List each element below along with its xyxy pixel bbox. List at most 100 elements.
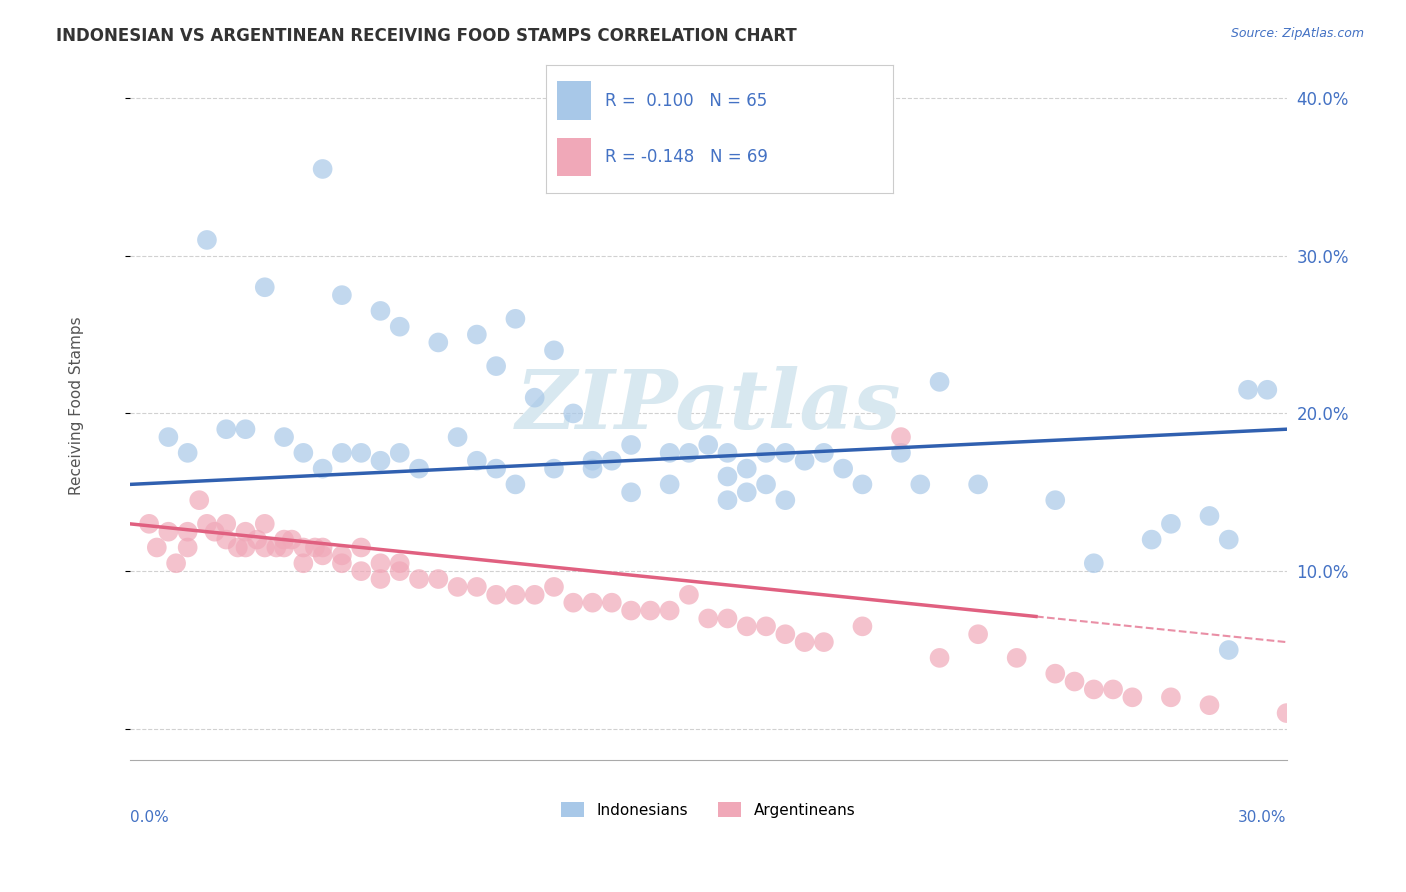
- Point: [311, 549, 333, 563]
- Point: [235, 422, 257, 436]
- Point: [620, 438, 643, 452]
- Point: [505, 311, 527, 326]
- Point: [226, 541, 249, 555]
- Point: [967, 627, 990, 641]
- Point: [562, 406, 585, 420]
- Point: [967, 477, 990, 491]
- Point: [253, 516, 276, 531]
- Point: [204, 524, 226, 539]
- Point: [1045, 493, 1067, 508]
- Point: [775, 446, 797, 460]
- Point: [176, 446, 198, 460]
- Point: [350, 541, 373, 555]
- Point: [215, 533, 238, 547]
- Point: [188, 493, 211, 508]
- Point: [928, 651, 950, 665]
- Point: [600, 596, 623, 610]
- Point: [543, 343, 565, 358]
- Text: ZIPatlas: ZIPatlas: [516, 366, 901, 445]
- Point: [281, 533, 304, 547]
- Point: [716, 469, 738, 483]
- Point: [1083, 556, 1105, 570]
- Point: [408, 572, 430, 586]
- Point: [1198, 698, 1220, 713]
- Point: [1005, 651, 1028, 665]
- Point: [581, 454, 603, 468]
- Text: 0.0%: 0.0%: [129, 810, 169, 825]
- Point: [176, 541, 198, 555]
- Point: [1063, 674, 1085, 689]
- Point: [388, 564, 411, 578]
- Point: [1218, 643, 1240, 657]
- Point: [446, 580, 468, 594]
- Point: [350, 446, 373, 460]
- Point: [735, 461, 758, 475]
- Point: [658, 603, 681, 617]
- Point: [1198, 508, 1220, 523]
- Point: [1237, 383, 1260, 397]
- Point: [658, 477, 681, 491]
- Point: [1218, 533, 1240, 547]
- Point: [246, 533, 269, 547]
- Point: [304, 541, 326, 555]
- Point: [195, 233, 218, 247]
- Point: [146, 541, 169, 555]
- Point: [755, 477, 778, 491]
- Point: [543, 580, 565, 594]
- Point: [851, 619, 873, 633]
- Point: [1083, 682, 1105, 697]
- Point: [388, 446, 411, 460]
- Point: [1256, 383, 1278, 397]
- Point: [253, 280, 276, 294]
- Point: [311, 541, 333, 555]
- Point: [1045, 666, 1067, 681]
- Point: [813, 635, 835, 649]
- Point: [697, 438, 720, 452]
- Point: [890, 446, 912, 460]
- Point: [408, 461, 430, 475]
- Point: [330, 446, 353, 460]
- Point: [485, 588, 508, 602]
- Point: [775, 493, 797, 508]
- Point: [235, 524, 257, 539]
- Point: [581, 461, 603, 475]
- Point: [505, 477, 527, 491]
- Point: [775, 627, 797, 641]
- Point: [138, 516, 160, 531]
- Point: [910, 477, 932, 491]
- Point: [292, 541, 315, 555]
- Point: [793, 635, 815, 649]
- Point: [330, 288, 353, 302]
- Point: [485, 359, 508, 373]
- Point: [851, 477, 873, 491]
- Point: [388, 556, 411, 570]
- Point: [350, 564, 373, 578]
- Point: [678, 446, 700, 460]
- Point: [581, 596, 603, 610]
- Point: [928, 375, 950, 389]
- Point: [1160, 516, 1182, 531]
- Point: [370, 572, 392, 586]
- Point: [735, 619, 758, 633]
- Point: [1102, 682, 1125, 697]
- Text: INDONESIAN VS ARGENTINEAN RECEIVING FOOD STAMPS CORRELATION CHART: INDONESIAN VS ARGENTINEAN RECEIVING FOOD…: [56, 27, 797, 45]
- Point: [215, 422, 238, 436]
- Point: [292, 556, 315, 570]
- Point: [235, 541, 257, 555]
- Text: Source: ZipAtlas.com: Source: ZipAtlas.com: [1230, 27, 1364, 40]
- Point: [311, 161, 333, 176]
- Point: [600, 454, 623, 468]
- Point: [620, 485, 643, 500]
- Point: [755, 619, 778, 633]
- Point: [311, 461, 333, 475]
- Point: [543, 461, 565, 475]
- Point: [427, 335, 450, 350]
- Point: [813, 446, 835, 460]
- Point: [716, 493, 738, 508]
- Point: [176, 524, 198, 539]
- Point: [1121, 690, 1143, 705]
- Point: [697, 611, 720, 625]
- Point: [640, 603, 662, 617]
- Point: [485, 461, 508, 475]
- Point: [157, 524, 180, 539]
